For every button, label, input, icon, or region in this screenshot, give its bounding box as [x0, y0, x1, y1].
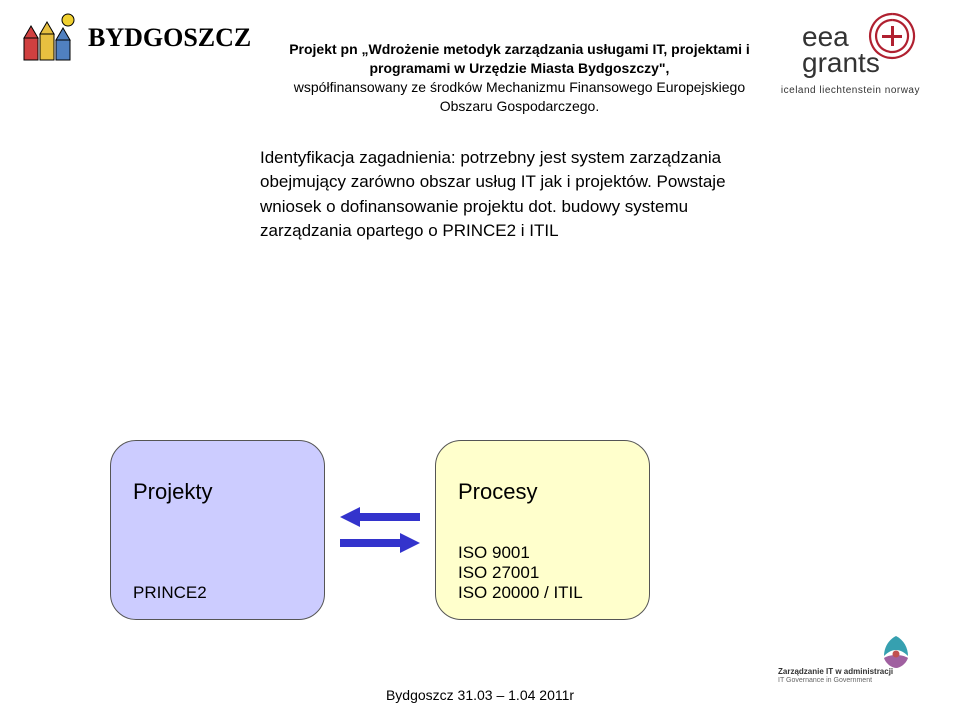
projekty-title: Projekty — [133, 479, 304, 505]
project-title-bold: Projekt pn „Wdrożenie metodyk zarządzani… — [289, 41, 750, 76]
svg-text:grants: grants — [802, 47, 880, 78]
svg-text:IT Governance in Government: IT Governance in Government — [778, 677, 872, 682]
iso-20000: ISO 20000 / ITIL — [458, 583, 629, 603]
city-logo: BYDGOSZCZ — [20, 10, 258, 66]
main-paragraph: Identyfikacja zagadnienia: potrzebny jes… — [260, 146, 780, 245]
bidirectional-arrows — [325, 505, 435, 555]
eea-countries: iceland liechtenstein norway — [781, 85, 920, 96]
houses-icon — [20, 10, 82, 66]
header: BYDGOSZCZ Projekt pn „Wdrożenie metodyk … — [0, 0, 960, 116]
eea-grants-logo: eea grants iceland liechtenstein norway — [781, 10, 920, 96]
footer-date: Bydgoszcz 31.03 – 1.04 2011r — [0, 687, 960, 703]
project-subtitle: współfinansowany ze środków Mechanizmu F… — [294, 79, 745, 114]
procesy-box: Procesy ISO 9001 ISO 27001 ISO 20000 / I… — [435, 440, 650, 620]
procesy-title: Procesy — [458, 479, 629, 505]
projekty-sub: PRINCE2 — [133, 583, 304, 603]
arrow-pair-icon — [330, 505, 430, 555]
svg-text:Zarządzanie IT w administracji: Zarządzanie IT w administracji — [778, 667, 893, 676]
footer-it-governance-logo: Zarządzanie IT w administracji IT Govern… — [778, 632, 928, 687]
bydgoszcz-wordmark: BYDGOSZCZ — [88, 16, 258, 60]
svg-text:BYDGOSZCZ: BYDGOSZCZ — [88, 23, 251, 52]
it-governance-icon: Zarządzanie IT w administracji IT Govern… — [778, 632, 928, 682]
eea-grants-icon: eea grants — [800, 10, 920, 80]
diagram: Projekty PRINCE2 Procesy ISO 9001 ISO 27… — [110, 440, 650, 620]
iso-27001: ISO 27001 — [458, 563, 629, 583]
projekty-box: Projekty PRINCE2 — [110, 440, 325, 620]
project-description: Projekt pn „Wdrożenie metodyk zarządzani… — [258, 10, 781, 116]
procesy-sub-list: ISO 9001 ISO 27001 ISO 20000 / ITIL — [458, 543, 629, 603]
iso-9001: ISO 9001 — [458, 543, 629, 563]
